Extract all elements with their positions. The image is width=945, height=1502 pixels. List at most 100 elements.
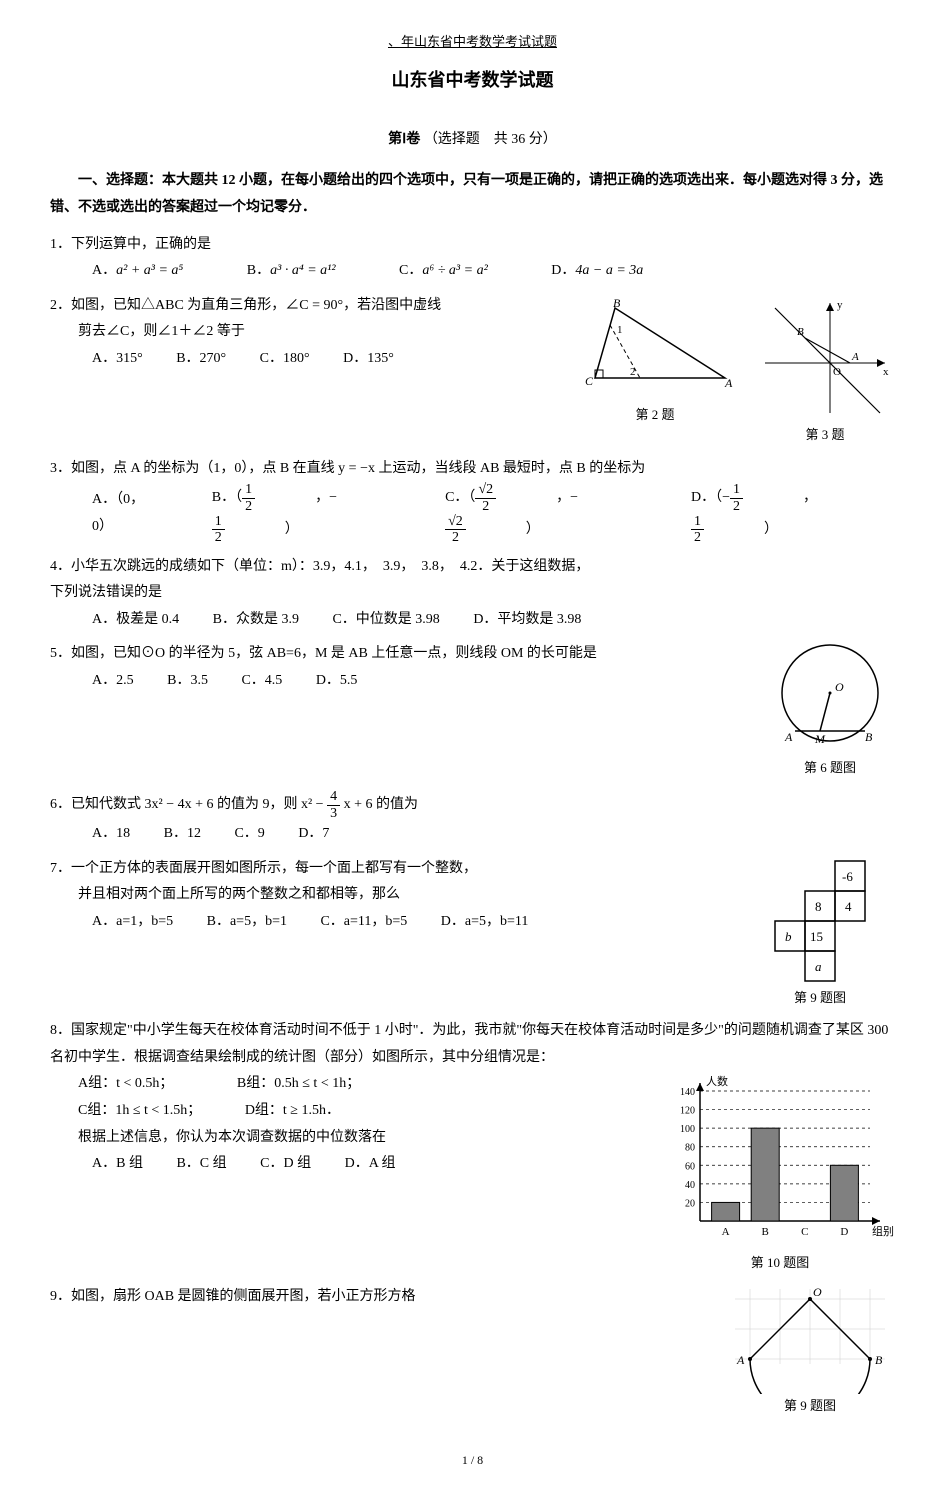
q5-opt-b: B．3.5 bbox=[167, 673, 208, 688]
q3-opt-c: C．（√22，−√22） bbox=[445, 482, 631, 546]
q9-stem: 9．如图，扇形 OAB 是圆锥的侧面展开图，若小正方形方格 bbox=[50, 1284, 725, 1311]
svg-text:A: A bbox=[722, 1226, 730, 1238]
svg-text:人数: 人数 bbox=[706, 1075, 728, 1088]
q5-stem: 5．如图，已知⊙O 的半径为 5，弦 AB=6，M 是 AB 上任意一点，则线段… bbox=[50, 641, 765, 668]
q6-opt-c: C．9 bbox=[234, 826, 264, 841]
question-8: 8．国家规定"中小学生每天在校体育活动时间不低于 1 小时"．为此，我市就"你每… bbox=[50, 1018, 895, 1276]
question-9: 9．如图，扇形 OAB 是圆锥的侧面展开图，若小正方形方格 O A B 第 9 … bbox=[50, 1284, 895, 1419]
svg-text:O: O bbox=[813, 1285, 822, 1299]
svg-text:O: O bbox=[835, 680, 844, 694]
q8-opt-a: A．B 组 bbox=[92, 1156, 143, 1171]
q7-caption: 第 9 题图 bbox=[745, 986, 895, 1011]
q3-stem: 3．如图，点 A 的坐标为（1，0），点 B 在直线 y = −x 上运动，当线… bbox=[50, 456, 895, 483]
q5-caption: 第 6 题图 bbox=[765, 756, 895, 781]
svg-text:-6: -6 bbox=[842, 869, 853, 884]
q3-figure: x y O A B 第 3 题 bbox=[755, 293, 895, 448]
q7-opt-b: B．a=5，b=1 bbox=[207, 914, 287, 929]
q2-opt-c: C．180° bbox=[260, 351, 310, 366]
svg-text:D: D bbox=[840, 1226, 848, 1238]
q1-stem: 1．下列运算中，正确的是 bbox=[50, 232, 895, 259]
svg-text:b: b bbox=[785, 929, 792, 944]
q4-opt-d: D．平均数是 3.98 bbox=[473, 612, 581, 627]
question-6: 6．已知代数式 3x² − 4x + 6 的值为 9，则 x² − 43 x +… bbox=[50, 789, 895, 847]
q4-stem: 4．小华五次跳远的成绩如下（单位：m）：3.9，4.1， 3.9， 3.8， 4… bbox=[50, 554, 895, 581]
svg-text:120: 120 bbox=[680, 1106, 695, 1117]
question-5: 5．如图，已知⊙O 的半径为 5，弦 AB=6，M 是 AB 上任意一点，则线段… bbox=[50, 641, 895, 781]
q6-opt-a: A．18 bbox=[92, 826, 130, 841]
q1-opt-d: D．4a − a = 3a bbox=[551, 263, 673, 278]
section-part: 第Ⅰ卷 bbox=[388, 132, 420, 147]
q7-stem: 7．一个正方体的表面展开图如图所示，每一个面上都写有一个整数， bbox=[50, 856, 735, 883]
svg-text:A: A bbox=[851, 351, 859, 363]
q2-stem: 2．如图，已知△ABC 为直角三角形，∠C = 90°，若沿图中虚线 bbox=[50, 293, 575, 320]
q8-grp-a: A组：t < 0.5h； bbox=[78, 1076, 173, 1091]
svg-text:M: M bbox=[814, 732, 826, 746]
q8-grp-d: D组：t ≥ 1.5h． bbox=[245, 1103, 340, 1118]
svg-text:O: O bbox=[833, 366, 841, 378]
q3-caption: 第 3 题 bbox=[755, 423, 895, 448]
q3-opt-d: D．（−12，12） bbox=[691, 482, 865, 546]
q8-stem: 8．国家规定"中小学生每天在校体育活动时间不低于 1 小时"．为此，我市就"你每… bbox=[50, 1018, 895, 1071]
q2-caption: 第 2 题 bbox=[575, 403, 735, 428]
q8-caption: 第 10 题图 bbox=[665, 1251, 895, 1276]
svg-text:x: x bbox=[883, 366, 889, 378]
q5-opt-d: D．5.5 bbox=[316, 673, 358, 688]
q4-stem2: 下列说法错误的是 bbox=[50, 580, 895, 607]
svg-text:100: 100 bbox=[680, 1125, 695, 1136]
q2-opt-b: B．270° bbox=[176, 351, 226, 366]
question-7: 7．一个正方体的表面展开图如图所示，每一个面上都写有一个整数， 并且相对两个面上… bbox=[50, 856, 895, 1011]
svg-text:A: A bbox=[784, 730, 793, 744]
svg-text:B: B bbox=[613, 296, 621, 310]
svg-text:y: y bbox=[837, 299, 843, 311]
svg-text:B: B bbox=[875, 1353, 883, 1367]
q8-opt-d: D．A 组 bbox=[345, 1156, 396, 1171]
question-1: 1．下列运算中，正确的是 A．a² + a³ = a⁵ B．a³ · a⁴ = … bbox=[50, 232, 895, 285]
q8-grp-b: B组：0.5h ≤ t < 1h； bbox=[237, 1076, 360, 1091]
q2-figure: B C A 1 2 第 2 题 bbox=[575, 293, 735, 428]
svg-text:20: 20 bbox=[685, 1199, 695, 1210]
svg-text:B: B bbox=[865, 730, 873, 744]
q1-opt-a: A．a² + a³ = a⁵ bbox=[92, 263, 213, 278]
q5-figure: O A B M 第 6 题图 bbox=[765, 641, 895, 781]
q9-caption: 第 9 题图 bbox=[725, 1394, 895, 1419]
q3-opt-a: A．（0，0） bbox=[92, 487, 152, 540]
q7-stem2: 并且相对两个面上所写的两个整数之和都相等，那么 bbox=[78, 882, 735, 909]
q7-opt-c: C．a=11，b=5 bbox=[320, 914, 407, 929]
svg-text:A: A bbox=[736, 1353, 745, 1367]
svg-text:C: C bbox=[585, 374, 594, 388]
q2-opt-a: A．315° bbox=[92, 351, 143, 366]
svg-text:4: 4 bbox=[845, 899, 852, 914]
question-3: 3．如图，点 A 的坐标为（1，0），点 B 在直线 y = −x 上运动，当线… bbox=[50, 456, 895, 546]
q4-opt-b: B．众数是 3.9 bbox=[213, 612, 299, 627]
svg-text:B: B bbox=[762, 1226, 769, 1238]
q1-opt-c: C．a⁶ ÷ a³ = a² bbox=[399, 263, 518, 278]
section-header: 第Ⅰ卷 （选择题 共 36 分） bbox=[50, 127, 895, 154]
exam-title: 山东省中考数学试题 bbox=[50, 63, 895, 97]
q4-opt-a: A．极差是 0.4 bbox=[92, 612, 179, 627]
svg-text:a: a bbox=[815, 959, 822, 974]
svg-text:60: 60 bbox=[685, 1162, 695, 1173]
question-4: 4．小华五次跳远的成绩如下（单位：m）：3.9，4.1， 3.9， 3.8， 4… bbox=[50, 554, 895, 634]
q2-stem2: 剪去∠C，则∠1＋∠2 等于 bbox=[78, 319, 575, 346]
svg-text:40: 40 bbox=[685, 1180, 695, 1191]
q8-opt-b: B．C 组 bbox=[176, 1156, 226, 1171]
svg-text:2: 2 bbox=[630, 366, 636, 378]
q7-opt-d: D．a=5，b=11 bbox=[441, 914, 529, 929]
svg-text:组别: 组别 bbox=[872, 1224, 894, 1238]
q6-opt-d: D．7 bbox=[298, 826, 329, 841]
svg-text:A: A bbox=[724, 376, 733, 390]
q8-opt-c: C．D 组 bbox=[260, 1156, 311, 1171]
running-header: 、年山东省中考数学考试试题 bbox=[50, 30, 895, 55]
q1-opt-b: B．a³ · a⁴ = a¹² bbox=[247, 263, 366, 278]
q8-stem2: 根据上述信息，你认为本次调查数据的中位数落在 bbox=[78, 1125, 665, 1152]
q8-chart: 20406080100120140ABCD人数组别 第 10 题图 bbox=[665, 1071, 895, 1276]
q2-opt-d: D．135° bbox=[343, 351, 394, 366]
q4-opt-c: C．中位数是 3.98 bbox=[332, 612, 439, 627]
q9-figure: O A B 第 9 题图 bbox=[725, 1284, 895, 1419]
svg-text:140: 140 bbox=[680, 1087, 695, 1098]
q5-opt-c: C．4.5 bbox=[241, 673, 282, 688]
section-desc: （选择题 共 36 分） bbox=[424, 132, 557, 147]
q5-opt-a: A．2.5 bbox=[92, 673, 134, 688]
q7-figure: -6 8 4 b 15 a 第 9 题图 bbox=[745, 856, 895, 1011]
svg-text:15: 15 bbox=[810, 929, 823, 944]
